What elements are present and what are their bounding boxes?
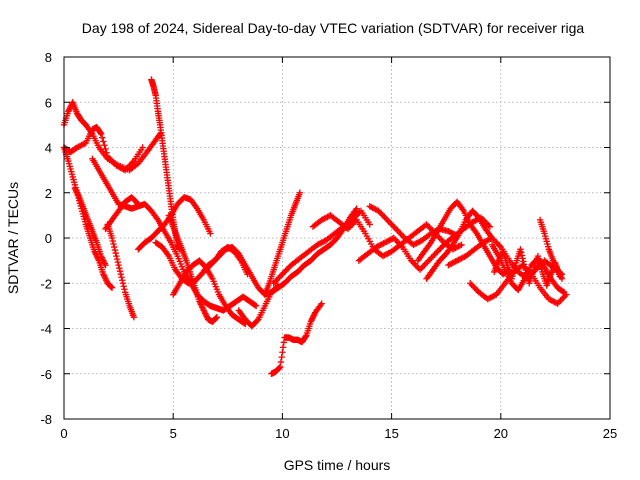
data-point-interp: [279, 349, 286, 356]
data-point-interp: [111, 243, 118, 251]
data-point: [296, 189, 304, 196]
chart-title: Day 198 of 2024, Sidereal Day-to-day VTE…: [82, 20, 585, 36]
y-tick-label: -6: [40, 367, 52, 382]
data-point-interp: [114, 258, 122, 266]
data-point: [113, 252, 120, 260]
data-point-interp: [102, 145, 109, 153]
data-point-interp: [559, 288, 567, 295]
data-point-interp: [276, 364, 283, 371]
y-tick-label: 4: [45, 141, 52, 156]
data-point: [139, 144, 146, 151]
data-point-interp: [97, 129, 104, 136]
x-tick-label: 0: [60, 426, 67, 441]
data-point: [97, 130, 105, 138]
y-tick-label: -4: [40, 322, 52, 337]
data-point-interp: [518, 252, 526, 259]
x-tick-label: 25: [603, 426, 617, 441]
data-point-interp: [133, 161, 140, 168]
series-arc-15: [261, 189, 304, 298]
data-point-interp: [520, 258, 527, 265]
data-point-interp: [111, 246, 119, 254]
data-point: [560, 289, 568, 296]
data-point-interp: [119, 280, 127, 287]
axis-ticks: 0 5 10 15 20 25 -8 -6 -4 -2 0 2 4 6 8: [40, 50, 617, 441]
y-axis-label: SDTVAR / TECUs: [5, 182, 21, 294]
series-arc-14: [235, 205, 360, 330]
data-point-interp: [110, 240, 117, 248]
y-tick-label: -2: [40, 276, 52, 291]
data-point: [102, 261, 109, 269]
data-point: [117, 271, 124, 278]
data-point-interp: [103, 149, 110, 156]
data-point: [130, 313, 138, 321]
data-point-interp: [120, 283, 127, 290]
x-tick-label: 20: [494, 426, 508, 441]
data-point: [108, 284, 116, 291]
data-point-interp: [254, 317, 261, 324]
data-point-interp: [99, 134, 106, 141]
y-tick-label: -8: [40, 412, 52, 427]
data-point-interp: [212, 314, 220, 322]
data-point: [318, 300, 325, 307]
data-point: [353, 205, 360, 212]
data-point-interp: [278, 353, 285, 361]
data-point: [458, 241, 465, 248]
data-point-interp: [456, 242, 464, 249]
data-point-interp: [118, 274, 125, 281]
data-point-interp: [389, 235, 396, 242]
data-point-interp: [100, 138, 107, 145]
data-point: [207, 230, 214, 237]
x-tick-label: 10: [275, 426, 289, 441]
x-tick-label: 15: [384, 426, 398, 441]
data-point-interp: [277, 358, 285, 366]
data-point-interp: [108, 283, 115, 291]
data-point-interp: [519, 255, 526, 262]
data-point-interp: [116, 267, 124, 275]
data-point: [517, 246, 524, 253]
y-tick-label: 2: [45, 186, 52, 201]
series-arc-12: [165, 212, 221, 325]
y-tick-label: 6: [45, 95, 52, 110]
data-point: [213, 313, 221, 321]
x-tick-label: 5: [170, 426, 177, 441]
data-point-interp: [101, 142, 108, 149]
data-point-interp: [113, 255, 121, 263]
data-point: [486, 223, 494, 230]
series-arc-27: [536, 216, 566, 282]
data-point-interp: [517, 249, 525, 256]
series-arc-19: [355, 214, 494, 273]
y-tick-label: 0: [45, 231, 52, 246]
data-points: [60, 76, 570, 377]
data-point-interp: [115, 261, 122, 269]
data-point-interp: [520, 261, 528, 268]
series-arc-2: [60, 123, 146, 174]
data-point: [108, 234, 116, 242]
series-arc-17: [270, 207, 373, 287]
data-point: [252, 302, 260, 310]
data-point-interp: [251, 301, 259, 309]
data-point-interp: [116, 264, 123, 272]
data-point-interp: [112, 249, 119, 257]
data-point: [366, 221, 373, 228]
data-point-interp: [279, 344, 287, 351]
series-arc-16: [268, 300, 325, 377]
data-point-interp: [120, 166, 127, 173]
data-point-interp: [487, 235, 494, 242]
data-point: [277, 363, 284, 371]
data-point-interp: [121, 286, 128, 293]
data-point-interp: [302, 333, 309, 340]
data-point-interp: [280, 339, 288, 346]
x-axis-label: GPS time / hours: [284, 457, 391, 473]
data-point: [558, 275, 566, 282]
data-point-interp: [119, 277, 126, 284]
series-arc-6: [104, 221, 138, 321]
data-point-interp: [109, 237, 116, 245]
data-point-interp: [552, 299, 560, 307]
y-tick-label: 8: [45, 50, 52, 65]
series-arc-22: [423, 207, 496, 282]
series-arc-4: [71, 185, 109, 269]
